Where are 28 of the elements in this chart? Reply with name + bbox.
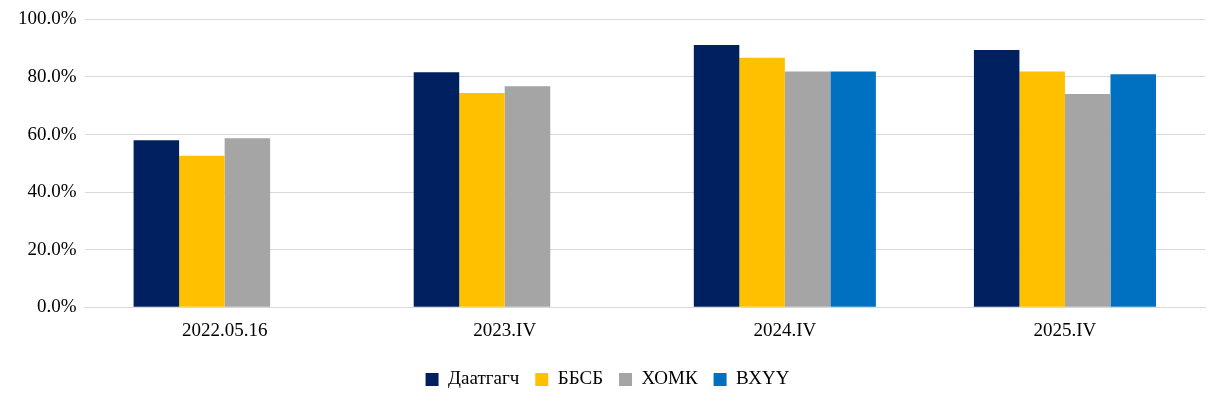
- bar: [413, 72, 460, 307]
- x-tick-label: 2023.IV: [473, 318, 537, 340]
- y-tick-label: 20.0%: [27, 237, 77, 259]
- bar: [459, 93, 505, 307]
- x-tick-label: 2025.IV: [1033, 318, 1097, 340]
- bar: [224, 138, 271, 307]
- bar: [1110, 74, 1156, 307]
- y-tick-label: 100.0%: [18, 7, 77, 29]
- y-tick-label: 40.0%: [27, 180, 77, 202]
- bar: [179, 155, 225, 307]
- bar: [693, 45, 740, 307]
- x-tick-label: 2024.IV: [753, 318, 817, 340]
- y-tick-label: 0.0%: [37, 295, 77, 317]
- bar: [1019, 71, 1065, 307]
- bar: [504, 86, 551, 307]
- legend-label: ВХҮҮ: [736, 367, 790, 389]
- legend-label: ББСБ: [557, 367, 604, 389]
- legend-label: ХОМК: [641, 367, 698, 389]
- bar: [739, 57, 785, 307]
- bar: [830, 71, 876, 307]
- legend-label: Даатгагч: [448, 367, 520, 389]
- y-tick-label: 80.0%: [27, 64, 77, 86]
- bar: [1064, 93, 1111, 307]
- x-tick-label: 2022.05.16: [181, 318, 268, 340]
- bar: [133, 140, 180, 307]
- bar: [784, 71, 831, 307]
- bar: [973, 49, 1020, 307]
- y-tick-label: 60.0%: [27, 122, 77, 144]
